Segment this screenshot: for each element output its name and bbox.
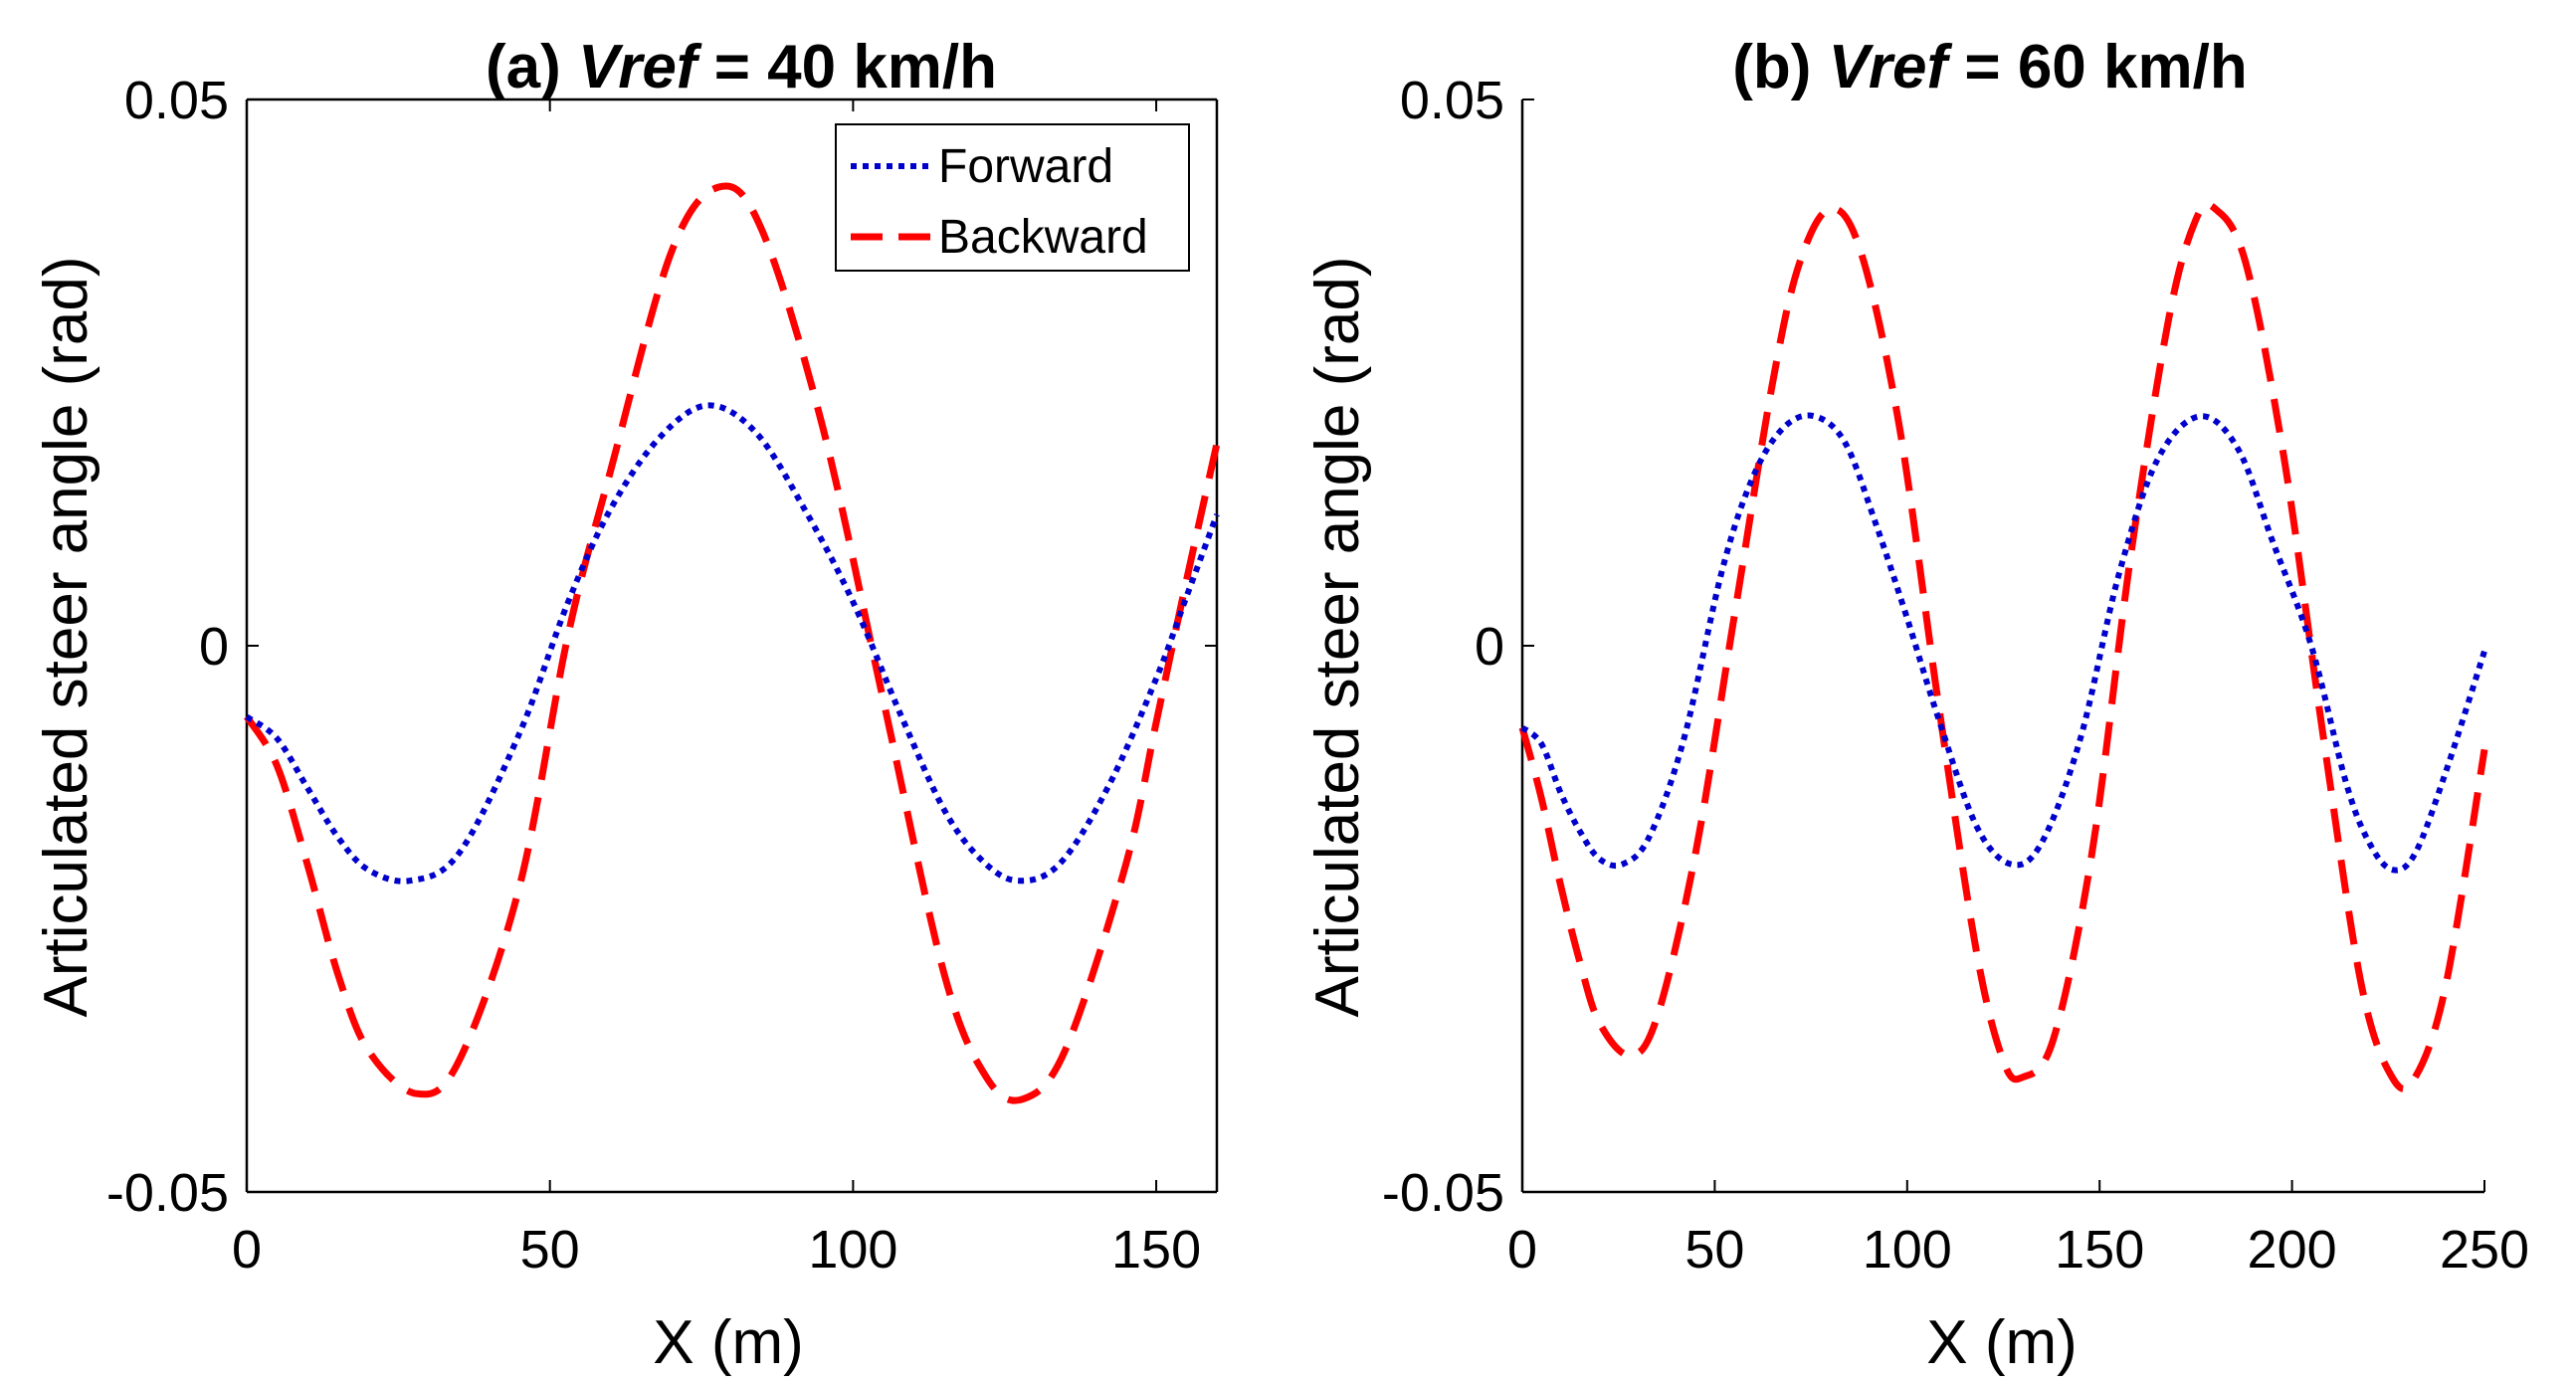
x-tick-label: 100: [1863, 1220, 1952, 1280]
series-forward-line: [1520, 412, 2487, 874]
y-tick-label: -0.05: [1382, 1163, 1504, 1223]
panel-b: (b) Vref = 60 km/h 0 50 100 150 200 250-0.050…: [1303, 33, 2529, 1377]
x-tick-label: 150: [2055, 1220, 2144, 1280]
panel-b-axes: [1520, 99, 2485, 1194]
panel-b-series: [1518, 200, 2488, 1092]
y-tick-label: 0.05: [1400, 71, 1504, 130]
panel-a-title: (a) Vref = 40 km/h: [486, 33, 997, 101]
legend-forward-label: Forward: [938, 140, 1113, 193]
panel-a-series: [244, 182, 1221, 1104]
y-tick-label: 0.05: [124, 71, 229, 130]
panel-a-legend: Forward Backward: [835, 123, 1190, 272]
y-tick-label: -0.05: [106, 1163, 229, 1223]
panel-b-title: (b) Vref = 60 km/h: [1732, 33, 2247, 101]
series-forward-line: [245, 402, 1220, 885]
legend-backward-label: Backward: [938, 211, 1148, 264]
x-tick-label: 50: [520, 1220, 580, 1280]
y-tick-label: 0: [1475, 617, 1504, 677]
panel-b-ylabel: Articulated steer angle (rad): [1303, 256, 1372, 1017]
series-backward-line: [1518, 200, 2488, 1092]
series-backward-line: [244, 182, 1221, 1104]
legend-box: [835, 123, 1190, 272]
x-tick-label: 100: [808, 1220, 897, 1280]
y-tick-label: 0: [199, 617, 229, 677]
x-tick-label: 0: [1507, 1220, 1537, 1280]
x-tick-label: 250: [2440, 1220, 2529, 1280]
x-tick-label: 200: [2248, 1220, 2337, 1280]
x-tick-label: 50: [1684, 1220, 1744, 1280]
x-tick-label: 150: [1111, 1220, 1201, 1280]
panel-a-xlabel: X (m): [653, 1308, 804, 1377]
panel-b-xlabel: X (m): [1926, 1308, 2078, 1377]
x-tick-label: 0: [232, 1220, 262, 1280]
panel-a-ylabel: Articulated steer angle (rad): [32, 256, 100, 1017]
panel-a-axes: [245, 98, 1219, 1194]
